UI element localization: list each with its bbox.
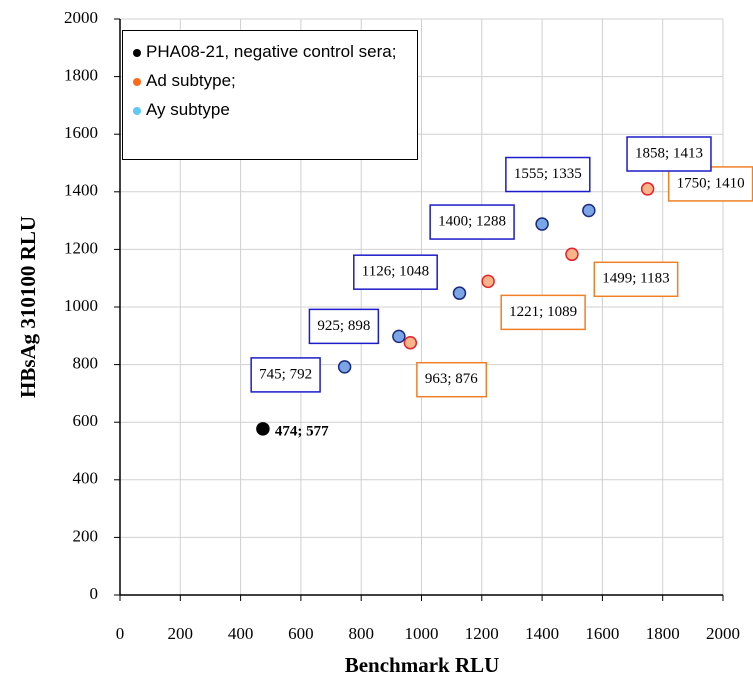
label-box: [593, 261, 679, 298]
data-label: 1400; 1288: [438, 213, 506, 229]
x-tick-label: 2000: [706, 624, 740, 643]
data-label: 1126; 1048: [362, 264, 429, 280]
data-label: 1221; 1089: [509, 304, 577, 320]
y-tick-label: 1600: [64, 123, 98, 142]
label-box: [667, 166, 753, 202]
point: [337, 360, 352, 374]
point: [452, 286, 467, 300]
legend-label: Ay subtype: [146, 100, 230, 119]
data-label: 1858; 1413: [635, 145, 703, 161]
label-box: [626, 136, 712, 172]
legend-entry: Ay subtype: [133, 95, 407, 124]
x-axis-label: Benchmark RLU: [345, 653, 500, 677]
point: [403, 335, 418, 350]
x-tick-label: 400: [228, 624, 254, 643]
y-tick-label: 600: [73, 411, 99, 430]
legend-label: PHA08-21, negative control sera;: [146, 42, 397, 61]
point: [481, 274, 495, 289]
y-axis-label: HBsAg 310100 RLU: [16, 216, 40, 398]
legend-marker: [133, 48, 141, 57]
x-tick-label: 600: [288, 624, 314, 643]
legend-marker: [133, 106, 141, 115]
x-tick-label: 1000: [405, 624, 439, 643]
y-tick-label: 0: [90, 584, 99, 603]
data-label: 474; 577: [275, 423, 329, 439]
y-tick-label: 800: [73, 354, 99, 373]
data-label: 1555; 1335: [514, 166, 582, 182]
data-label: 963; 876: [425, 371, 478, 387]
legend-label: Ad subtype;: [146, 71, 236, 90]
y-tick-label: 1400: [64, 181, 98, 200]
label-box: [308, 308, 380, 345]
y-tick-label: 1200: [64, 238, 98, 257]
label-box: [250, 357, 321, 393]
point: [640, 182, 655, 196]
legend: PHA08-21, negative control sera; Ad subty…: [122, 30, 418, 160]
label-box: [505, 156, 591, 193]
legend-entry: Ad subtype;: [133, 66, 407, 95]
point: [392, 329, 406, 344]
label-box: [353, 254, 438, 290]
x-tick-label: 1800: [646, 624, 680, 643]
x-tick-label: 0: [116, 624, 125, 643]
y-tick-label: 200: [73, 526, 99, 545]
y-tick-label: 2000: [64, 8, 98, 27]
x-tick-label: 800: [348, 624, 374, 643]
point: [565, 247, 579, 262]
x-tick-label: 1600: [585, 624, 619, 643]
label-box: [416, 361, 488, 398]
label-box: [500, 294, 586, 331]
y-tick-label: 400: [73, 469, 99, 488]
legend-marker: [133, 77, 141, 86]
y-tick-label: 1000: [64, 296, 98, 315]
data-label: 1499; 1183: [602, 271, 669, 287]
point: [535, 217, 549, 231]
legend-entry: PHA08-21, negative control sera;: [133, 37, 407, 66]
data-label: 1750; 1410: [677, 175, 745, 191]
x-tick-label: 200: [168, 624, 194, 643]
point: [256, 422, 270, 436]
point: [582, 203, 596, 218]
label-box: [429, 204, 515, 240]
data-label: 745; 792: [259, 366, 312, 382]
y-tick-label: 1800: [64, 66, 98, 85]
data-label: 925; 898: [317, 318, 370, 334]
x-tick-label: 1400: [525, 624, 559, 643]
x-tick-label: 1200: [465, 624, 499, 643]
